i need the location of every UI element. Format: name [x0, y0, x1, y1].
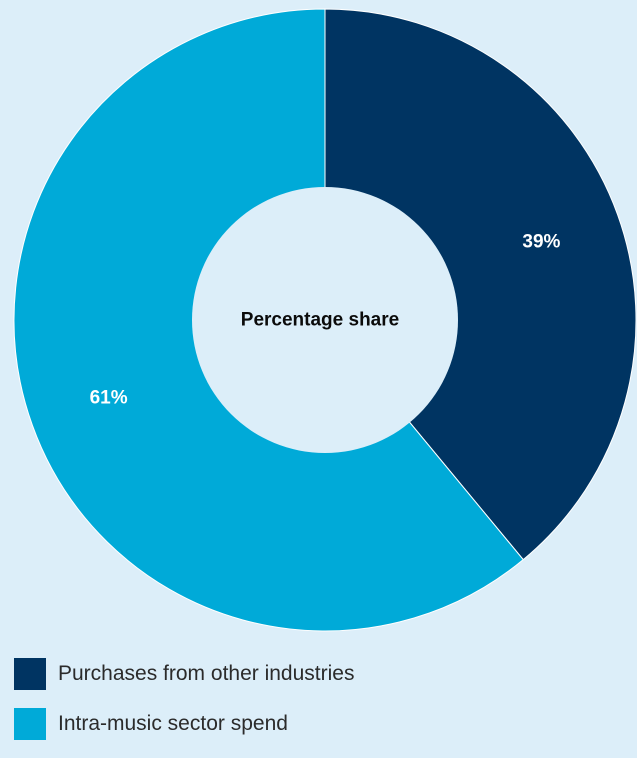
slice-labels: 39% 61% [90, 232, 561, 409]
slice-purchases [324, 8, 637, 561]
legend-swatch-intra-music [14, 708, 46, 740]
legend-label-purchases: Purchases from other industries [58, 662, 355, 685]
donut-hole [192, 187, 458, 453]
center-label: Percentage share [241, 310, 399, 331]
slice-label-intra-music: 61% [90, 387, 128, 408]
legend-item-purchases: Purchases from other industries [14, 658, 354, 690]
slice-label-purchases: 39% [522, 232, 560, 253]
legend-label-intra-music: Intra-music sector spend [58, 712, 288, 735]
legend-item-intra-music: Intra-music sector spend [14, 708, 354, 740]
legend-swatch-purchases [14, 658, 46, 690]
legend: Purchases from other industries Intra-mu… [14, 658, 354, 758]
donut-chart: 39% 61% Percentage share [13, 8, 637, 632]
